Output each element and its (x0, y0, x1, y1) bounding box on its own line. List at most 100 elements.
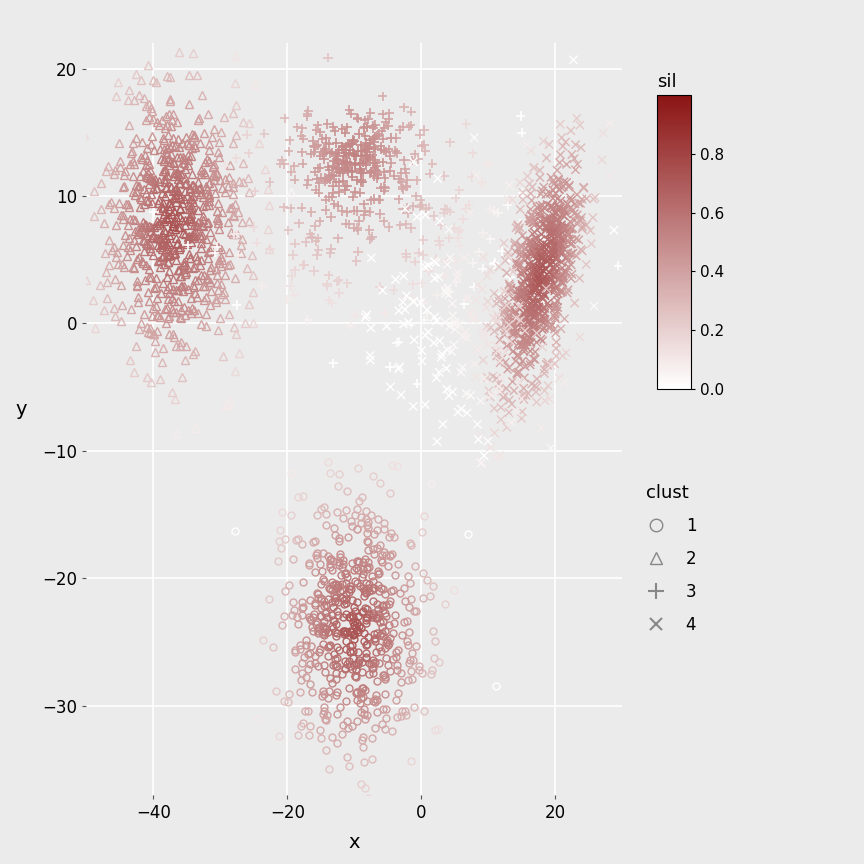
Point (475, 283, 489, 296)
Point (511, 223, 525, 237)
Point (308, 164, 321, 178)
Point (345, 137, 359, 150)
Point (539, 213, 553, 227)
Point (540, 220, 554, 234)
Point (587, 299, 600, 313)
Point (428, 310, 442, 324)
Point (514, 314, 528, 328)
Point (390, 336, 403, 350)
Point (533, 312, 547, 326)
Point (548, 204, 562, 218)
Point (283, 133, 296, 147)
Point (544, 200, 558, 213)
Point (537, 270, 551, 283)
Point (378, 116, 392, 130)
Point (546, 247, 560, 261)
Point (517, 286, 530, 300)
Point (521, 327, 535, 341)
Point (312, 186, 326, 200)
Point (518, 317, 531, 331)
Point (414, 194, 428, 207)
Point (400, 289, 414, 302)
Point (416, 276, 429, 290)
Point (522, 270, 536, 284)
Point (575, 219, 589, 233)
Point (518, 299, 531, 313)
Point (497, 390, 511, 403)
Point (512, 365, 526, 379)
Point (314, 149, 327, 162)
Point (537, 279, 550, 293)
Point (390, 146, 403, 160)
Point (518, 332, 531, 346)
Point (397, 153, 410, 167)
Point (559, 252, 573, 266)
Point (541, 296, 555, 310)
Point (397, 270, 410, 283)
Point (504, 283, 518, 297)
Point (557, 203, 571, 217)
Point (564, 247, 578, 261)
Point (476, 262, 490, 276)
Point (533, 163, 547, 177)
Point (532, 271, 546, 285)
Point (574, 214, 588, 228)
Point (395, 166, 409, 180)
Point (327, 169, 341, 183)
Point (523, 266, 537, 280)
Point (502, 285, 516, 299)
Point (545, 221, 559, 235)
Point (364, 232, 378, 246)
Point (538, 277, 552, 291)
Point (559, 251, 573, 264)
Point (570, 187, 584, 201)
Y-axis label: y: y (16, 400, 28, 419)
Point (376, 90, 390, 104)
Point (554, 148, 568, 162)
Point (344, 107, 358, 121)
Point (535, 243, 549, 257)
Point (535, 252, 549, 266)
Point (438, 269, 452, 283)
Point (358, 308, 372, 322)
Point (564, 194, 578, 207)
Point (337, 143, 351, 157)
Point (537, 295, 550, 309)
Point (442, 222, 456, 236)
Point (549, 251, 562, 265)
Point (536, 292, 550, 306)
Point (566, 203, 580, 217)
Point (524, 281, 537, 295)
Point (530, 294, 544, 308)
Point (569, 249, 583, 263)
Point (484, 321, 498, 334)
Point (537, 302, 551, 315)
Point (564, 271, 578, 285)
Point (513, 202, 527, 216)
Point (518, 345, 531, 359)
Point (400, 201, 414, 215)
Point (471, 417, 485, 431)
Point (410, 210, 424, 224)
Point (525, 294, 539, 308)
Point (352, 214, 365, 228)
Point (550, 270, 563, 283)
Point (415, 354, 429, 368)
Point (384, 380, 397, 394)
Point (536, 204, 550, 218)
Point (557, 175, 571, 188)
Point (320, 277, 334, 291)
Point (359, 129, 372, 143)
Point (543, 392, 556, 406)
Point (528, 306, 542, 320)
Point (314, 171, 327, 185)
Point (492, 310, 505, 324)
Point (299, 235, 313, 249)
Point (583, 224, 597, 238)
Point (408, 148, 422, 162)
Point (446, 297, 460, 311)
Point (483, 391, 497, 404)
Point (503, 312, 517, 326)
Point (533, 269, 547, 283)
Text: sil: sil (657, 73, 677, 91)
